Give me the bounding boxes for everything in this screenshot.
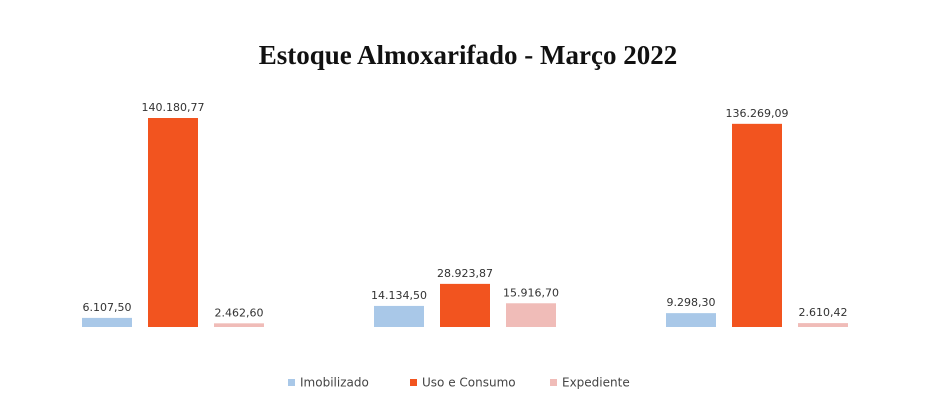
value-label: 2.610,42 [799, 306, 848, 319]
bar [440, 283, 490, 327]
value-label: 6.107,50 [83, 301, 132, 314]
bar [666, 313, 716, 327]
legend-label: Imobilizado [300, 376, 369, 390]
bar [374, 305, 424, 327]
value-label: 28.923,87 [437, 267, 493, 280]
value-label: 140.180,77 [142, 101, 205, 114]
bar [506, 303, 556, 327]
value-label: 136.269,09 [726, 107, 789, 120]
value-label: 2.462,60 [215, 306, 264, 319]
value-label: 15.916,70 [503, 286, 559, 299]
bar [148, 118, 198, 327]
legend-swatch [550, 379, 557, 386]
legend-swatch [410, 379, 417, 386]
bar [798, 323, 848, 327]
chart-title: Estoque Almoxarifado - Março 2022 [259, 40, 677, 70]
bar [214, 323, 264, 327]
legend-swatch [288, 379, 295, 386]
value-label: 9.298,30 [667, 296, 716, 309]
legend-label: Uso e Consumo [422, 376, 516, 390]
value-label: 14.134,50 [371, 289, 427, 302]
legend-label: Expediente [562, 376, 630, 390]
bar [732, 123, 782, 327]
bar [82, 317, 132, 327]
